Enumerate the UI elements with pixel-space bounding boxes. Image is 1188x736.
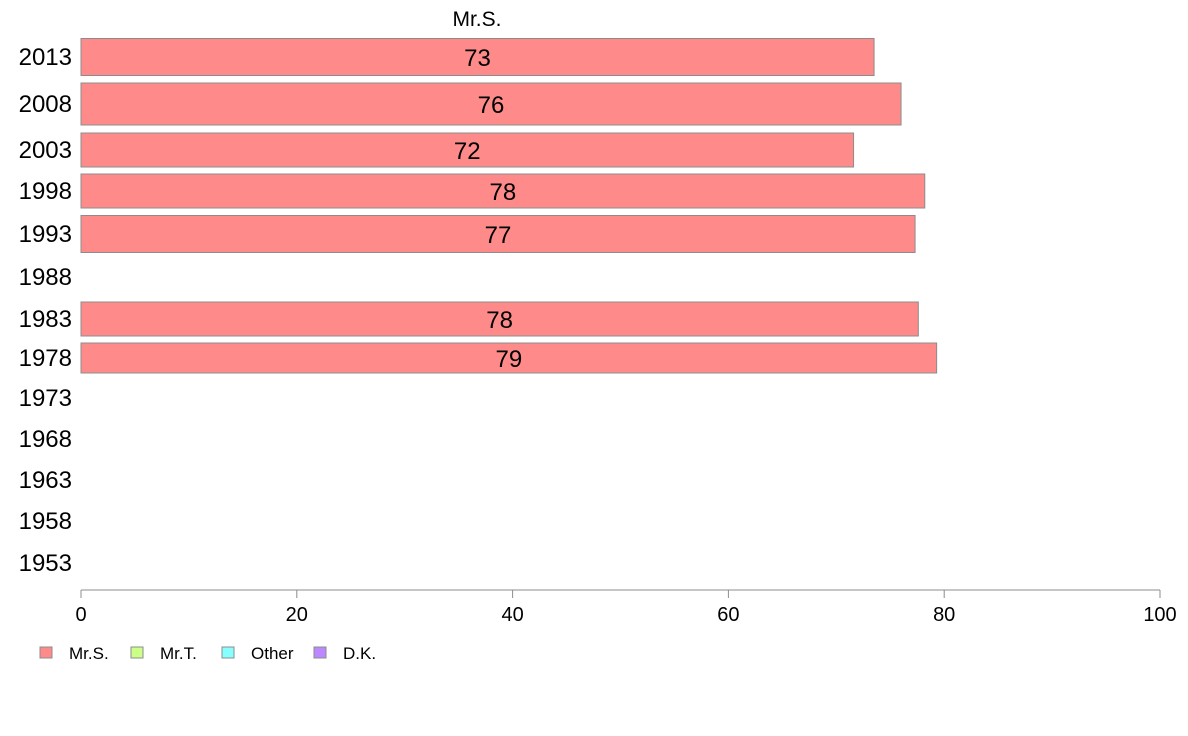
category-label: 2003 [19, 137, 72, 164]
bar-1993 [80, 215, 916, 253]
value-label: 72 [454, 138, 481, 165]
legend-swatch [313, 646, 327, 659]
value-label: 73 [464, 45, 491, 72]
x-tick-label: 100 [1143, 604, 1176, 626]
series-header: Mr.S. [452, 8, 501, 31]
x-tick-label: 0 [75, 604, 86, 626]
category-label: 2008 [19, 91, 72, 118]
legend: Mr.S. Mr.T. Other D.K. [39, 644, 376, 663]
value-label: 76 [478, 92, 505, 119]
bar-1998 [80, 173, 926, 209]
x-axis: 0 20 40 60 80 100 [75, 589, 1177, 626]
value-labels-group: 73 76 72 78 77 78 79 [454, 45, 522, 373]
bar-2013 [80, 38, 875, 76]
category-label: 1988 [19, 264, 72, 291]
legend-label: Mr.T. [160, 644, 197, 663]
value-label: 79 [495, 346, 522, 373]
category-label: 1953 [19, 550, 72, 577]
category-label: 1978 [19, 345, 72, 372]
legend-label: Mr.S. [69, 644, 109, 663]
category-label: 1993 [19, 221, 72, 248]
x-tick-label: 60 [717, 604, 739, 626]
category-label: 1968 [19, 426, 72, 453]
legend-swatch [130, 646, 144, 659]
category-label: 1973 [19, 385, 72, 412]
category-label: 1958 [19, 508, 72, 535]
x-tick-label: 80 [933, 604, 955, 626]
category-labels-group: 2013 2008 2003 1998 1993 1988 1983 1978 1973 1968… [19, 44, 72, 577]
category-label: 2013 [19, 44, 72, 71]
value-label: 77 [485, 222, 512, 249]
legend-swatch [221, 646, 235, 659]
legend-label: Other [251, 644, 294, 663]
category-label: 1998 [19, 178, 72, 205]
value-label: 78 [486, 307, 513, 334]
bar-1983 [80, 301, 919, 337]
bars-group [80, 38, 938, 374]
x-tick-label: 20 [286, 604, 308, 626]
bar-2003 [80, 132, 855, 168]
legend-swatch [39, 646, 53, 659]
bar-2008 [80, 82, 902, 126]
legend-label: D.K. [343, 644, 376, 663]
category-label: 1963 [19, 467, 72, 494]
x-tick-label: 40 [501, 604, 523, 626]
value-label: 78 [490, 179, 517, 206]
category-label: 1983 [19, 306, 72, 333]
bar-1978 [80, 342, 938, 374]
